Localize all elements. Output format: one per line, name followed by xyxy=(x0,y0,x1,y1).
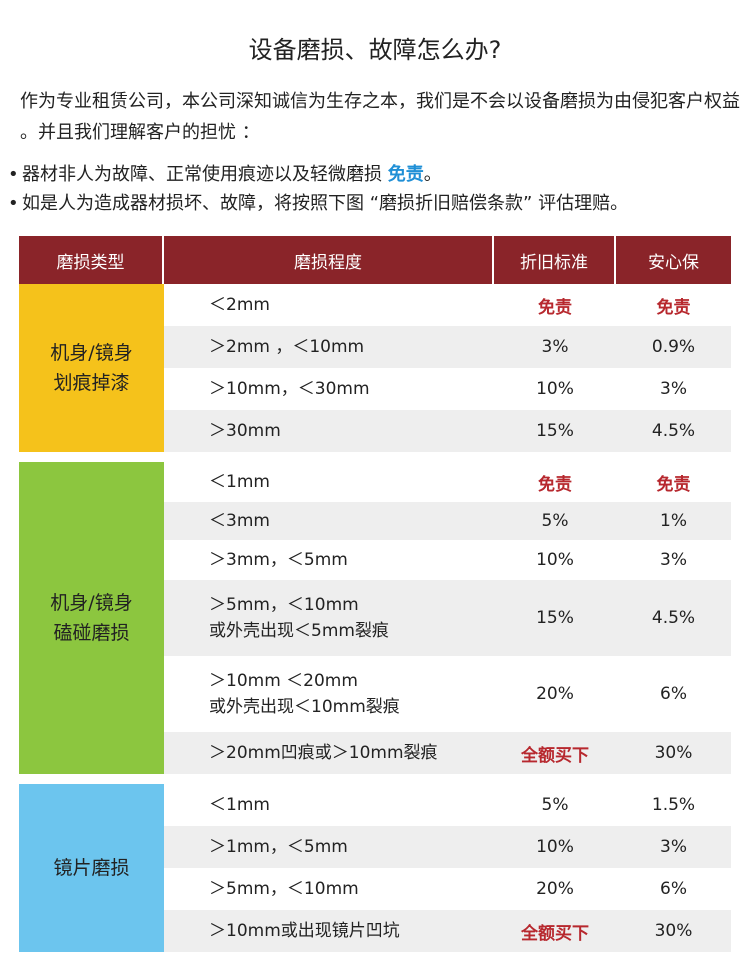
degree-cell: ＞10mm ＜20mm 或外壳出现＜10mm裂痕 xyxy=(209,671,400,717)
table-row: ＞10mm ＜20mm 或外壳出现＜10mm裂痕 20% 6% xyxy=(164,656,731,732)
table-row: ＞20mm凹痕或＞10mm裂痕 全额买下 30% xyxy=(164,732,731,774)
bullet-list: • 器材非人为故障、正常使用痕迹以及轻微磨损 免责。 • 如是人为造成器材损坏、故障… xyxy=(8,160,748,218)
bullet-item-1: • 器材非人为故障、正常使用痕迹以及轻微磨损 免责。 xyxy=(8,160,748,189)
degree-cell: ＞30mm xyxy=(209,421,281,441)
table-row: ＜1mm 5% 1.5% xyxy=(164,784,731,826)
degree-cell: ＞2mm ，＜10mm xyxy=(209,337,365,357)
table-row: ＞10mm或出现镜片凹坑 全额买下 30% xyxy=(164,910,731,952)
header-standard: 折旧标准 xyxy=(494,236,616,284)
table-body: 机身/镜身 划痕掉漆 ＜2mm 免责 免责 ＞2mm ，＜10mm 3% 0.9% ＞10mm… xyxy=(19,284,731,952)
insurance-cell: 1% xyxy=(660,511,687,531)
standard-cell: 15% xyxy=(536,421,574,441)
table-header: 磨损类型 磨损程度 折旧标准 安心保 xyxy=(19,236,731,284)
bullet-item-2: • 如是人为造成器材损坏、故障，将按照下图 “磨损折旧赔偿条款” 评估理赔。 xyxy=(8,189,748,218)
table-row: ＞3mm，＜5mm 10% 3% xyxy=(164,540,731,580)
header-insurance: 安心保 xyxy=(648,252,699,273)
table-row: ＜3mm 5% 1% xyxy=(164,502,731,540)
standard-cell: 10% xyxy=(536,550,574,570)
standard-cell: 免责 xyxy=(538,297,572,318)
degree-cell: ＞3mm，＜5mm xyxy=(209,550,348,570)
bullet-text: 器材非人为故障、正常使用痕迹以及轻微磨损 xyxy=(22,164,388,185)
compensation-table: 磨损类型 磨损程度 折旧标准 安心保 机身/镜身 划痕掉漆 ＜2mm 免责 免责 ＞2m… xyxy=(19,236,731,952)
degree-cell: ＞20mm凹痕或＞10mm裂痕 xyxy=(209,743,438,763)
table-row: ＞2mm ，＜10mm 3% 0.9% xyxy=(164,326,731,368)
degree-cell: ＞5mm，＜10mm 或外壳出现＜5mm裂痕 xyxy=(209,595,389,641)
insurance-cell: 0.9% xyxy=(651,337,696,357)
wear-type-cell: 机身/镜身 磕碰磨损 xyxy=(19,462,164,774)
insurance-cell: 6% xyxy=(660,879,687,899)
degree-cell: ＜1mm xyxy=(209,472,270,492)
table-row: ＜2mm 免责 免责 xyxy=(164,284,731,326)
standard-cell: 5% xyxy=(541,795,569,815)
standard-cell: 免责 xyxy=(538,474,572,495)
table-row: ＞1mm，＜5mm 10% 3% xyxy=(164,826,731,868)
degree-cell: ＜1mm xyxy=(209,795,270,815)
table-group: 镜片磨损 ＜1mm 5% 1.5% ＞1mm，＜5mm 10% 3% ＞5mm，＜10mm 20… xyxy=(19,784,731,952)
header-type: 磨损类型 xyxy=(19,236,164,284)
intro-text: 作为专业租赁公司，本公司深知诚信为生存之本，我们是不会以设备磨损为由侵犯客户权益… xyxy=(20,91,740,143)
standard-cell: 15% xyxy=(536,608,574,628)
table-row: ＞5mm，＜10mm 20% 6% xyxy=(164,868,731,910)
table-row: ＞5mm，＜10mm 或外壳出现＜5mm裂痕 15% 4.5% xyxy=(164,580,731,656)
degree-cell: ＞1mm，＜5mm xyxy=(209,837,348,857)
group-separator xyxy=(19,774,731,784)
wear-type-cell: 机身/镜身 划痕掉漆 xyxy=(19,284,164,452)
standard-cell: 5% xyxy=(541,511,569,531)
page-title: 设备磨损、故障怎么办? xyxy=(248,36,502,64)
bullet-suffix: 。 xyxy=(423,164,442,185)
insurance-cell: 免责 xyxy=(656,474,691,495)
insurance-cell: 免责 xyxy=(656,297,691,318)
insurance-cell: 4.5% xyxy=(651,608,696,628)
bullet-highlight: 免责 xyxy=(387,164,424,185)
header-degree: 磨损程度 xyxy=(164,236,494,284)
bullet-dot-icon: • xyxy=(8,164,19,185)
standard-cell: 全额买下 xyxy=(521,745,589,766)
degree-cell: ＜3mm xyxy=(209,511,270,531)
table-row: ＜1mm 免责 免责 xyxy=(164,462,731,502)
insurance-cell: 4.5% xyxy=(651,421,696,441)
standard-cell: 3% xyxy=(541,337,569,357)
insurance-cell: 30% xyxy=(654,743,693,763)
table-group: 机身/镜身 划痕掉漆 ＜2mm 免责 免责 ＞2mm ，＜10mm 3% 0.9% ＞10mm… xyxy=(19,284,731,452)
degree-cell: ＞10mm，＜30mm xyxy=(209,379,370,399)
bullet-dot-icon: • xyxy=(8,193,19,214)
standard-cell: 10% xyxy=(536,837,574,857)
insurance-cell: 1.5% xyxy=(651,795,696,815)
standard-cell: 10% xyxy=(536,379,574,399)
standard-cell: 20% xyxy=(536,879,574,899)
insurance-cell: 3% xyxy=(660,379,687,399)
insurance-cell: 3% xyxy=(660,550,687,570)
table-group: 机身/镜身 磕碰磨损 ＜1mm 免责 免责 ＜3mm 5% 1% ＞3mm，＜5mm 10% 3%… xyxy=(19,462,731,774)
bullet-text: 如是人为造成器材损坏、故障，将按照下图 “磨损折旧赔偿条款” 评估理赔。 xyxy=(22,193,629,214)
degree-cell: ＞5mm，＜10mm xyxy=(209,879,359,899)
degree-cell: ＜2mm xyxy=(209,295,270,315)
standard-cell: 20% xyxy=(536,684,574,704)
insurance-cell: 6% xyxy=(660,684,687,704)
wear-type-cell: 镜片磨损 xyxy=(19,784,164,952)
insurance-cell: 30% xyxy=(654,921,693,941)
insurance-cell: 3% xyxy=(660,837,687,857)
table-row: ＞10mm，＜30mm 10% 3% xyxy=(164,368,731,410)
degree-cell: ＞10mm或出现镜片凹坑 xyxy=(209,921,400,941)
table-row: ＞30mm 15% 4.5% xyxy=(164,410,731,452)
standard-cell: 全额买下 xyxy=(521,923,589,944)
group-separator xyxy=(19,452,731,462)
